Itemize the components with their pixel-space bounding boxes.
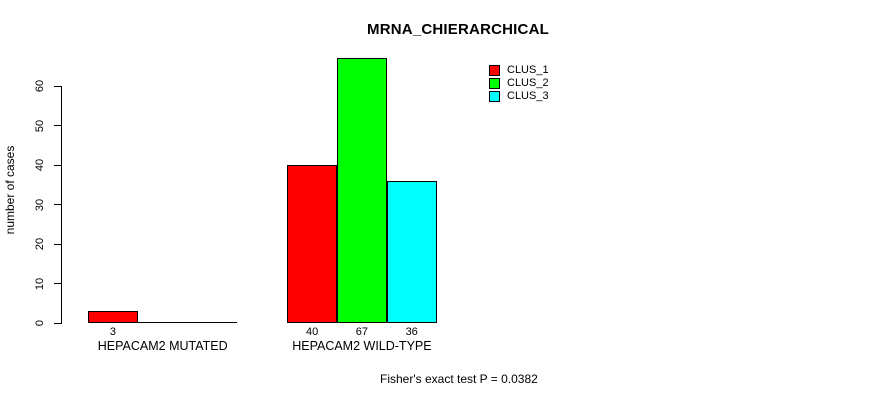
legend-swatch-clus_1 — [489, 65, 500, 76]
bar-value-label: 36 — [405, 326, 418, 338]
legend-label: CLUS_3 — [507, 90, 549, 102]
y-tick-mark — [54, 164, 61, 166]
bar-clus_1-2 — [287, 165, 337, 323]
legend-swatch-clus_2 — [489, 78, 500, 89]
legend-item-clus_1: CLUS_1 — [489, 64, 549, 77]
y-tick-label: 60 — [34, 79, 46, 93]
y-tick-label: 10 — [34, 277, 46, 290]
y-tick-label: 30 — [34, 198, 46, 211]
y-tick-mark — [54, 283, 61, 284]
y-tick-mark — [54, 85, 61, 87]
y-axis-label: number of cases — [3, 145, 17, 235]
legend-label: CLUS_1 — [507, 64, 549, 76]
legend-item-clus_2: CLUS_2 — [489, 77, 549, 90]
bar-clus_3-2 — [386, 180, 437, 323]
bar-value-label: 40 — [305, 326, 319, 338]
y-tick-label: 40 — [34, 158, 46, 172]
y-tick-label: 50 — [34, 119, 46, 132]
fisher-test-annotation: Fisher's exact test P = 0.0382 — [380, 372, 538, 386]
legend-item-clus_3: CLUS_3 — [489, 90, 549, 103]
zero-bar-baseline — [137, 322, 188, 323]
chart-title: MRNA_CHIERARCHICAL — [367, 21, 549, 38]
y-tick-mark — [54, 204, 61, 205]
legend-swatch-clus_3 — [489, 91, 500, 102]
bar-clus_1-1 — [88, 311, 138, 323]
y-tick-mark — [54, 243, 61, 245]
zero-bar-baseline — [187, 322, 238, 323]
y-tick-mark — [54, 125, 61, 126]
bar-value-label: 3 — [109, 326, 116, 338]
legend-label: CLUS_2 — [507, 77, 549, 89]
y-tick-label: 20 — [34, 237, 46, 251]
y-tick-mark — [54, 322, 61, 324]
bar-value-label: 67 — [355, 326, 369, 338]
bar-clus_2-2 — [337, 58, 387, 323]
x-category-label: HEPACAM2 WILD-TYPE — [292, 339, 432, 353]
y-tick-label: 0 — [34, 319, 46, 327]
x-category-label: HEPACAM2 MUTATED — [97, 339, 228, 353]
y-axis-line — [61, 86, 62, 324]
